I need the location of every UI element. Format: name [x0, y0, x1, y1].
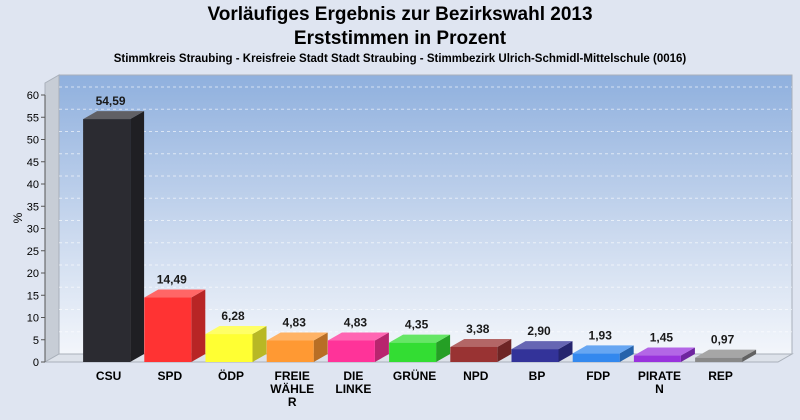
data-label: 4,35: [405, 318, 429, 332]
bar-side: [252, 326, 267, 362]
y-tick-label: 10: [27, 313, 39, 325]
bar-front: [511, 349, 559, 362]
bar-top: [205, 326, 267, 335]
bar-top: [327, 332, 389, 341]
bar-top: [633, 347, 695, 356]
bar-top: [450, 338, 512, 347]
data-label: 2,90: [527, 324, 551, 338]
x-tick-label: DIE LINKE: [335, 369, 371, 396]
data-label: 6,28: [221, 309, 245, 323]
x-tick-label: FDP: [586, 369, 610, 383]
bar-side: [497, 338, 512, 362]
bar-side: [191, 289, 206, 362]
bar-front: [83, 119, 131, 363]
bar-bp: [511, 341, 573, 362]
bar-rep: [695, 349, 757, 362]
bar-top: [572, 345, 634, 354]
y-axis-label: %: [11, 212, 25, 223]
bar-top: [511, 341, 573, 350]
bar-side: [619, 345, 634, 362]
data-label: 14,49: [157, 273, 187, 287]
x-tick-label: FREIE WÄHLE R: [270, 369, 314, 409]
x-tick-label: REP: [708, 369, 733, 383]
data-label: 1,93: [589, 328, 613, 342]
data-label: 1,45: [650, 331, 674, 345]
y-tick-label: 5: [33, 335, 39, 347]
data-label: 54,59: [96, 94, 126, 108]
data-label: 3,38: [466, 322, 490, 336]
bar-front: [266, 340, 314, 362]
bar-piraten: [633, 347, 695, 362]
bar-side: [374, 332, 389, 362]
y-tick-label: 55: [27, 112, 39, 124]
bar-freie-wähler: [266, 332, 328, 362]
bar-ödp: [205, 326, 267, 362]
y-tick-label: 25: [27, 246, 39, 258]
bar-csu: [83, 111, 145, 363]
bar-top: [389, 334, 451, 343]
bar-front: [695, 357, 743, 362]
bar-top: [83, 111, 145, 120]
data-label: 4,83: [283, 316, 307, 330]
bar-npd: [450, 338, 512, 362]
bar-side: [313, 332, 328, 362]
bar-side: [742, 349, 757, 362]
bar-grüne: [389, 334, 451, 362]
bar-side: [436, 334, 451, 362]
bar-side: [680, 347, 695, 362]
bar-front: [572, 353, 620, 362]
bar-front: [450, 346, 498, 362]
y-tick-label: 0: [33, 357, 39, 369]
plot-side-wall: [44, 74, 60, 363]
bar-top: [266, 332, 328, 341]
x-tick-label: NPD: [463, 369, 489, 383]
bar-fdp: [572, 345, 634, 362]
y-tick-label: 60: [27, 90, 39, 102]
bar-top: [695, 349, 757, 358]
bar-front: [205, 334, 253, 362]
data-label: 4,83: [344, 316, 368, 330]
bar-side: [130, 111, 145, 363]
y-tick-label: 45: [27, 157, 39, 169]
y-tick-label: 35: [27, 201, 39, 213]
bar-spd: [144, 289, 206, 362]
chart-title-line2: Erststimmen in Prozent: [293, 28, 507, 49]
y-tick-label: 30: [27, 224, 39, 236]
bar-front: [327, 340, 375, 362]
bar-front: [389, 342, 437, 362]
x-tick-label: GRÜNE: [393, 368, 436, 383]
x-tick-label: ÖDP: [218, 368, 244, 383]
bar-front: [144, 297, 192, 362]
bar-die-linke: [327, 332, 389, 362]
x-tick-label: BP: [529, 369, 546, 383]
x-tick-label: PIRATE N: [638, 369, 681, 396]
bar-top: [144, 289, 206, 298]
y-tick-label: 20: [27, 268, 39, 280]
data-label: 0,97: [711, 333, 735, 347]
chart-title-line1: Vorläufiges Ergebnis zur Bezirkswahl 201…: [207, 4, 593, 25]
x-tick-label: SPD: [157, 369, 182, 383]
x-tick-label: CSU: [96, 369, 121, 383]
y-tick-label: 15: [27, 290, 39, 302]
bar-front: [633, 355, 681, 362]
y-tick-label: 50: [27, 135, 39, 147]
bar-side: [558, 341, 573, 362]
chart-subtitle: Stimmkreis Straubing - Kreisfreie Stadt …: [113, 53, 687, 65]
y-tick-label: 40: [27, 179, 39, 191]
